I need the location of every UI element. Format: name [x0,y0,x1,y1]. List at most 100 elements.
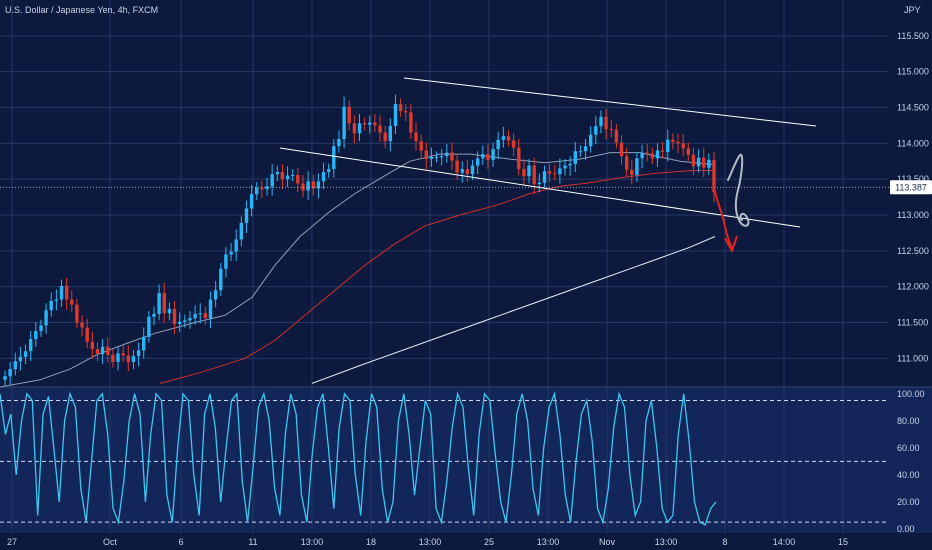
candle-body [470,165,475,175]
candle-body [188,318,192,321]
candle-body [532,165,536,185]
candle-body [573,151,577,165]
candle-body [224,254,228,269]
candle-body [666,139,670,152]
candle-body [465,169,470,175]
oscillator-tick-label: 20.00 [897,497,920,507]
candle-body [172,308,177,324]
candle-body [501,136,506,140]
candle-body [578,151,583,153]
price-tick-label: 115.500 [897,31,929,41]
candle-body [106,346,110,355]
oscillator-tick-label: 60.00 [897,443,920,453]
candle-body [619,142,624,157]
grid [0,0,932,533]
oscillator-tick-label: 80.00 [897,416,920,426]
candle-body [604,116,608,129]
candle-body [75,304,79,323]
candle-body [553,173,557,175]
candle-body [126,355,130,362]
candle-body [44,310,48,326]
candle-body [208,299,213,319]
candle-body [198,313,202,315]
candle-body [291,174,295,176]
candle-body [625,156,629,170]
candles [3,94,716,386]
candle-body [702,157,706,168]
candle-body [357,123,362,134]
time-tick-label: 6 [178,537,183,547]
candle-body [65,285,69,300]
candle-body [306,181,310,191]
price-tick-label: 112.000 [897,282,929,292]
last-price-label: 113.387 [0,180,932,195]
candle-body [450,152,454,161]
candle-body [100,346,105,355]
candle-body [527,165,531,177]
candle-body [686,148,690,155]
moving-average-mid [159,170,715,384]
candle-body [398,103,403,112]
candle-body [337,139,341,147]
candle-body [352,123,357,134]
candle-body [614,129,619,143]
candle-body [404,111,408,113]
candle-body [558,168,562,175]
candle-body [362,123,367,125]
candle-body [460,169,464,173]
candle-body [327,169,331,172]
candle-body [517,147,521,170]
time-tick-label: Nov [599,537,616,547]
candle-body [445,152,449,157]
candle-body [34,331,38,339]
candle-body [85,327,89,342]
candle-body [671,139,675,142]
time-tick-label: 14:00 [773,537,796,547]
candle-body [255,187,259,195]
candle-body [660,150,665,152]
candle-body [8,369,12,377]
candle-body [316,181,321,189]
moving-average-fast [0,152,716,388]
candle-body [650,153,654,159]
candle-body [167,308,172,314]
currency-label: JPY [904,5,921,15]
moving-average-slow [311,236,716,384]
last-price-badge [890,180,932,195]
oscillator-pane-background [0,387,932,533]
oscillator [0,391,717,526]
price-tick-label: 113.500 [897,174,929,184]
candle-body [49,301,53,311]
candle-body [157,293,161,314]
price-tick-label: 114.500 [897,103,929,113]
candle-body [136,350,141,357]
candle-body [393,103,398,127]
candle-body [131,356,136,362]
candle-body [219,268,223,291]
candle-body [260,187,264,190]
oscillator-line [0,391,717,526]
candle-body [39,325,43,332]
candle-body [152,313,156,317]
candle-body [434,156,439,158]
price-tick-label: 114.000 [897,138,929,148]
candle-body [537,182,541,185]
candle-body [506,136,511,141]
candle-body [455,160,459,173]
candle-body [13,361,17,370]
candle-body [522,169,526,177]
moving-averages [0,152,716,388]
scribble [727,153,750,227]
candle-body [635,158,639,175]
oscillator-tick-label: 100.00 [897,389,925,399]
candle-body [368,122,372,125]
candle-body [270,174,274,187]
candle-body [244,208,249,223]
time-tick-label: 13:00 [537,537,560,547]
candle-body [23,351,28,357]
candle-body [681,143,685,149]
candle-body [111,354,115,362]
candle-body [511,140,516,148]
candle-body [275,172,279,175]
